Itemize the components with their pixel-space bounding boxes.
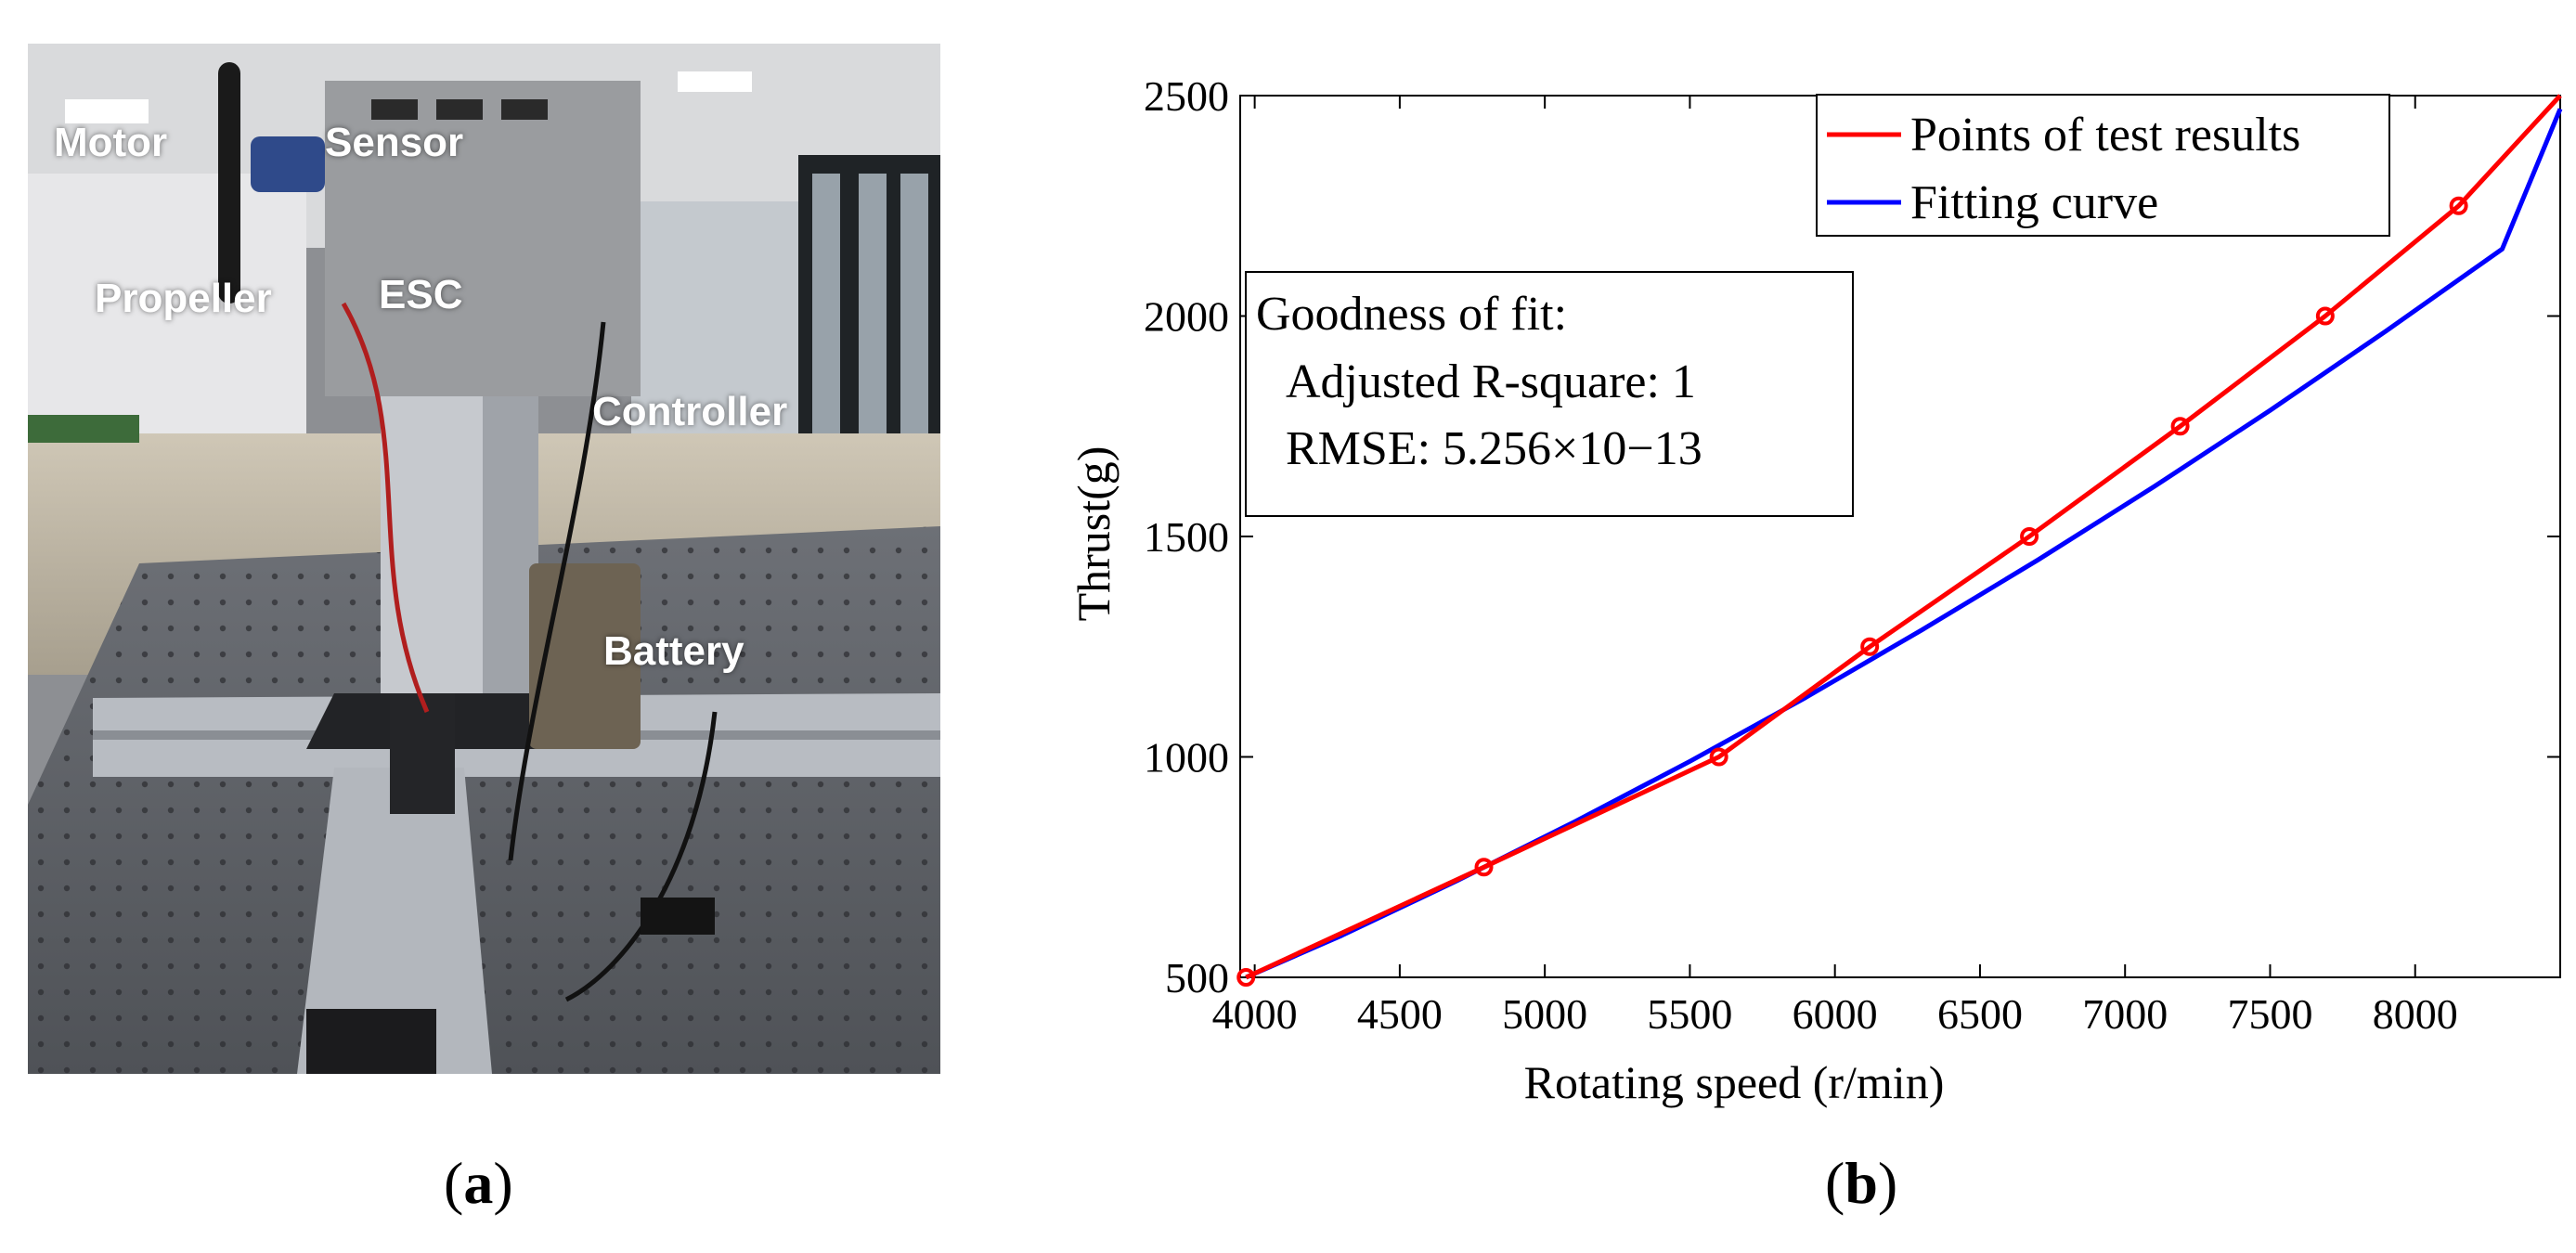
caption-a: (a): [444, 1150, 513, 1216]
x-tick-label: 7500: [2227, 990, 2312, 1038]
y-tick-label: 1000: [1144, 734, 1229, 782]
legend-label-test-points: Points of test results: [1910, 109, 2300, 161]
x-axis-label: Rotating speed (r/min): [1524, 1056, 1945, 1108]
data-point: [1236, 968, 1256, 987]
series-line-points-of-test-results: [1245, 94, 2562, 980]
label-motor: Motor: [54, 120, 168, 165]
data-point: [1709, 747, 1728, 767]
data-point: [2315, 306, 2335, 326]
y-tick-label: 500: [1165, 954, 1229, 1001]
gof-r-square: Adjusted R-square: 1: [1286, 355, 1696, 408]
x-tick-label: 4000: [1212, 990, 1298, 1038]
x-tick-label: 6500: [1937, 990, 2023, 1038]
y-tick-label: 2000: [1144, 293, 1229, 341]
gof-title: Goodness of fit:: [1256, 288, 1567, 341]
test-bench-photo: Motor Sensor Propeller ESC Controller Ba…: [28, 44, 940, 1074]
label-sensor: Sensor: [325, 120, 464, 165]
data-point: [1860, 637, 1880, 656]
x-tick-label: 7000: [2082, 990, 2168, 1038]
data-point: [2170, 417, 2190, 436]
label-controller: Controller: [592, 389, 788, 434]
photo-drawing: [28, 44, 940, 1074]
series-line-fitting-curve: [1245, 108, 2563, 980]
x-tick-label: 6000: [1793, 990, 1878, 1038]
gof-rmse: RMSE: 5.256×10−13: [1286, 422, 1702, 475]
caption-b: (b): [1825, 1150, 1898, 1216]
data-point: [2449, 196, 2468, 215]
label-battery: Battery: [603, 628, 744, 674]
x-tick-label: 8000: [2373, 990, 2458, 1038]
data-point: [1474, 858, 1494, 877]
x-tick-label: 4500: [1357, 990, 1443, 1038]
y-tick-label: 2500: [1144, 72, 1229, 120]
y-tick-label: 1500: [1144, 513, 1229, 561]
x-tick-label: 5500: [1647, 990, 1732, 1038]
legend-label-fitting-curve: Fitting curve: [1910, 176, 2158, 229]
label-esc: ESC: [379, 272, 463, 317]
x-tick-label: 5000: [1502, 990, 1587, 1038]
data-point: [2020, 527, 2039, 546]
legend: Points of test results Fitting curve: [1816, 94, 2390, 237]
label-propeller: Propeller: [95, 276, 272, 321]
goodness-of-fit-box: Goodness of fit: Adjusted R-square: 1 RM…: [1245, 271, 1854, 517]
y-axis-label: Thrust(g): [1068, 446, 1120, 622]
